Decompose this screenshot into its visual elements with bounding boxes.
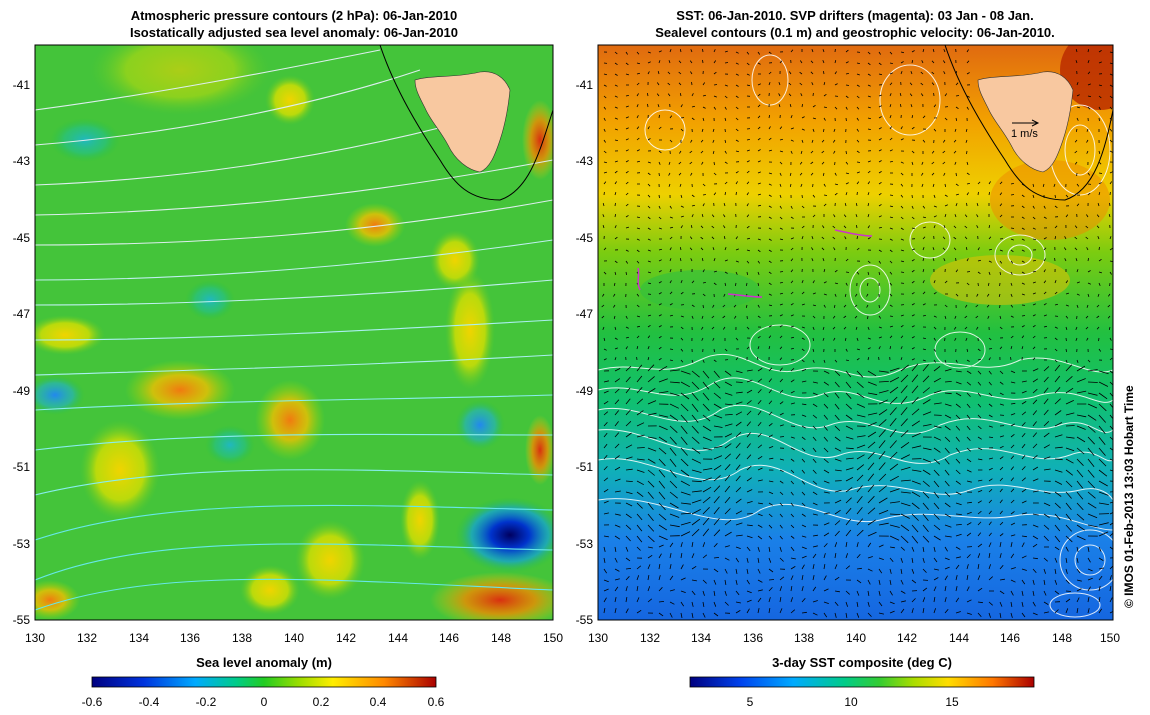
- left-y-tick-label: -43: [13, 154, 31, 168]
- left-y-tick-label: -51: [13, 460, 31, 474]
- sst-colorbar-ramp: [689, 676, 1035, 688]
- drifter-track: [834, 229, 873, 237]
- left-x-axis: 130 132 134 136 138 140 142 144 146 148 …: [25, 631, 563, 645]
- velocity-scale-label: 1 m/s: [1011, 128, 1038, 140]
- right-y-tick-label: -47: [576, 307, 594, 321]
- geostrophic-velocity-vectors: [601, 48, 1113, 618]
- sla-colorbar-tick: 0.2: [313, 695, 330, 709]
- shelf-contour: [379, 45, 553, 201]
- right-y-tick-label: -43: [576, 154, 594, 168]
- left-y-tick-label: -41: [13, 78, 31, 92]
- sealevel-contours: [598, 54, 1113, 618]
- right-x-tick-label: 144: [949, 631, 969, 645]
- right-y-tick-label: -49: [576, 384, 594, 398]
- imos-credit: © IMOS 01-Feb-2013 13:03 Hobart Time: [1122, 385, 1136, 608]
- sla-colorbar-tick: 0.6: [428, 695, 445, 709]
- right-x-tick-label: 138: [794, 631, 814, 645]
- left-x-tick-label: 130: [25, 631, 45, 645]
- left-map-panel: Atmospheric pressure contours (2 hPa): 0…: [13, 8, 564, 709]
- sst-field: 1 m/s: [598, 45, 1113, 620]
- left-y-tick-label: -45: [13, 231, 31, 245]
- left-x-tick-label: 144: [388, 631, 408, 645]
- left-x-tick-label: 138: [232, 631, 252, 645]
- left-x-tick-label: 150: [543, 631, 563, 645]
- right-x-tick-label: 130: [588, 631, 608, 645]
- right-y-tick-label: -53: [576, 537, 594, 551]
- drifter-track: [727, 293, 763, 298]
- sea-level-anomaly-field: [35, 45, 553, 620]
- right-y-tick-label: -51: [576, 460, 594, 474]
- right-x-tick-label: 146: [1000, 631, 1020, 645]
- left-y-tick-label: -55: [13, 613, 31, 627]
- right-y-tick-label: -55: [576, 613, 594, 627]
- right-map-frame: [597, 44, 1114, 621]
- left-x-tick-label: 140: [284, 631, 304, 645]
- pressure-contours: [35, 49, 553, 611]
- sla-colorbar-tick: -0.4: [139, 695, 160, 709]
- sst-colorbar-label: 3-day SST composite (deg C): [772, 655, 952, 670]
- sla-colorbar-tick: -0.2: [196, 695, 217, 709]
- right-y-tick-label: -41: [576, 78, 594, 92]
- left-y-tick-label: -49: [13, 384, 31, 398]
- sla-colorbar-label: Sea level anomaly (m): [196, 655, 332, 670]
- right-x-tick-label: 132: [640, 631, 660, 645]
- right-x-axis: 130 132 134 136 138 140 142 144 146 148 …: [588, 631, 1120, 645]
- right-y-tick-label: -45: [576, 231, 594, 245]
- right-x-tick-label: 148: [1052, 631, 1072, 645]
- right-map-panel: SST: 06-Jan-2010. SVP drifters (magenta)…: [576, 8, 1136, 709]
- sst-colorbar-tick: 5: [747, 695, 754, 709]
- right-x-tick-label: 140: [846, 631, 866, 645]
- sla-colorbar-tick: 0: [261, 695, 268, 709]
- sst-colorbar-tick: 10: [844, 695, 858, 709]
- velocity-scale: 1 m/s: [1011, 119, 1040, 140]
- right-title-line1: SST: 06-Jan-2010. SVP drifters (magenta)…: [676, 8, 1033, 23]
- sla-colorbar: Sea level anomaly (m) -0.6 -0.4 -0.2 0 0…: [82, 655, 445, 709]
- shelf-contour: [944, 45, 1113, 201]
- left-y-axis: -41 -43 -45 -47 -49 -51 -53 -55: [13, 78, 31, 627]
- drifter-track: [637, 267, 641, 291]
- left-x-tick-label: 132: [77, 631, 97, 645]
- left-title-line2: Isostatically adjusted sea level anomaly…: [130, 25, 458, 40]
- left-x-tick-label: 136: [180, 631, 200, 645]
- right-title-line2: Sealevel contours (0.1 m) and geostrophi…: [655, 25, 1055, 40]
- right-x-tick-label: 142: [897, 631, 917, 645]
- right-x-tick-label: 136: [743, 631, 763, 645]
- left-y-tick-label: -47: [13, 307, 31, 321]
- right-y-axis: -41 -43 -45 -47 -49 -51 -53 -55: [576, 78, 594, 627]
- left-x-tick-label: 146: [439, 631, 459, 645]
- tasmania-land: [414, 71, 511, 173]
- velocity-arrow-set: [601, 48, 1113, 618]
- left-y-tick-label: -53: [13, 537, 31, 551]
- left-x-tick-label: 148: [491, 631, 511, 645]
- right-x-tick-label: 150: [1100, 631, 1120, 645]
- sla-colorbar-ramp: [91, 676, 437, 688]
- left-x-tick-label: 142: [336, 631, 356, 645]
- sst-colorbar: 3-day SST composite (deg C) 5 10 15: [689, 655, 1035, 709]
- left-x-tick-label: 134: [129, 631, 149, 645]
- tasmania-land: [977, 71, 1074, 173]
- sla-colorbar-tick: 0.4: [370, 695, 387, 709]
- left-map-frame: [34, 44, 554, 621]
- right-x-tick-label: 134: [691, 631, 711, 645]
- left-title-line1: Atmospheric pressure contours (2 hPa): 0…: [131, 8, 458, 23]
- sst-colorbar-tick: 15: [945, 695, 959, 709]
- svp-drifter-tracks: [637, 229, 873, 298]
- sla-colorbar-tick: -0.6: [82, 695, 103, 709]
